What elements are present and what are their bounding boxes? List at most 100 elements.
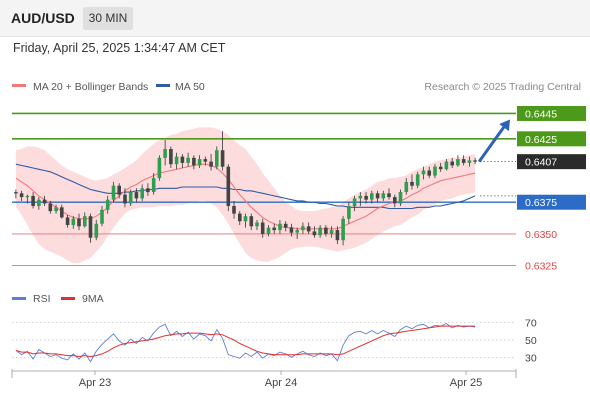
candle-body xyxy=(341,218,345,241)
candle xyxy=(318,225,322,238)
candle xyxy=(42,195,47,207)
candle xyxy=(157,155,162,181)
rsi-legend-swatch xyxy=(12,297,26,300)
candle-body xyxy=(433,166,437,176)
candle-body xyxy=(438,166,443,170)
candle-body xyxy=(83,216,87,227)
rsi-tick-label: 70 xyxy=(525,318,537,330)
candle xyxy=(289,223,294,237)
candle xyxy=(203,156,208,166)
candle xyxy=(266,225,271,237)
candle xyxy=(117,183,121,199)
candle-body xyxy=(151,178,156,192)
level-label-0.6425: 0.6425 xyxy=(525,134,557,146)
candle-body xyxy=(48,203,53,212)
time-tick-label: Apr 23 xyxy=(79,377,111,389)
level-label-0.6445: 0.6445 xyxy=(525,108,557,120)
candle xyxy=(450,157,454,168)
candle xyxy=(220,131,225,171)
candle xyxy=(25,194,30,204)
candle xyxy=(375,190,380,203)
candle-body xyxy=(100,209,104,224)
rsi-legend-label: RSI xyxy=(33,293,51,305)
ma20-legend-swatch xyxy=(12,84,26,87)
candle xyxy=(232,200,236,219)
candle-body xyxy=(42,199,47,204)
interval-badge[interactable]: 30 MIN xyxy=(83,7,133,30)
rsi-ma-legend-swatch xyxy=(61,297,75,300)
candle-body xyxy=(427,170,431,176)
candle xyxy=(140,184,144,201)
candle-body xyxy=(260,222,265,234)
candle xyxy=(358,192,363,207)
candle xyxy=(215,146,219,170)
candle xyxy=(209,154,213,171)
forecast-arrow-head xyxy=(499,119,510,132)
candle xyxy=(467,156,472,167)
rsi-line xyxy=(15,322,476,363)
candle-body xyxy=(329,230,334,234)
rsi-ma-line xyxy=(15,325,476,358)
candle xyxy=(19,190,24,201)
chart-datetime: Friday, April 25, 2025 1:34:47 AM CET xyxy=(13,41,226,55)
candle-body xyxy=(473,160,477,162)
candle-body xyxy=(117,185,121,195)
rsi-tick-label: 30 xyxy=(525,352,537,364)
candle-body xyxy=(123,194,127,204)
bollinger-band xyxy=(15,127,476,264)
candle-body xyxy=(19,193,24,198)
candle-body xyxy=(381,193,386,199)
candle-body xyxy=(295,230,299,233)
candle-body xyxy=(289,227,294,233)
candle xyxy=(169,146,173,168)
candle-body xyxy=(25,195,30,198)
candle-body xyxy=(140,188,144,199)
candle xyxy=(260,218,265,238)
candle-body xyxy=(220,150,225,167)
candle-body xyxy=(352,198,357,206)
candle xyxy=(37,197,41,210)
candle-body xyxy=(255,222,259,227)
level-tag-0.6445 xyxy=(517,105,586,121)
candle xyxy=(398,189,403,207)
candle xyxy=(249,213,254,231)
candle xyxy=(461,155,466,166)
candle-body xyxy=(174,156,179,165)
candle-body xyxy=(31,195,35,206)
candle-body xyxy=(169,149,173,165)
candle xyxy=(105,195,110,214)
candle xyxy=(197,155,202,168)
candle xyxy=(255,219,259,231)
level-tag-0.6375 xyxy=(517,194,586,210)
level-tag-0.6407 xyxy=(517,154,586,170)
candle xyxy=(329,226,334,238)
candle-body xyxy=(226,166,231,206)
candle-body xyxy=(163,149,167,158)
candle-body xyxy=(94,223,99,238)
candle xyxy=(14,189,18,199)
candle-body xyxy=(249,216,254,227)
candle-body xyxy=(456,159,460,166)
candle-body xyxy=(71,218,76,225)
candle xyxy=(335,226,340,245)
candle-body xyxy=(347,206,351,219)
candle xyxy=(123,188,127,208)
candle-body xyxy=(238,213,242,222)
candle xyxy=(31,192,35,209)
candle xyxy=(456,155,460,167)
candle-body xyxy=(232,206,236,214)
candle-body xyxy=(461,159,466,163)
candle xyxy=(404,178,409,195)
candle-body xyxy=(398,192,403,204)
candle xyxy=(186,152,190,167)
candle-body xyxy=(306,226,311,232)
level-label-0.6325: 0.6325 xyxy=(525,261,557,273)
candle-body xyxy=(421,170,426,175)
candle-body xyxy=(312,231,317,236)
candle xyxy=(306,222,311,234)
candle-body xyxy=(415,174,420,186)
candle xyxy=(65,214,70,228)
candle-body xyxy=(272,227,276,231)
candle xyxy=(473,157,477,165)
candle xyxy=(134,188,139,203)
